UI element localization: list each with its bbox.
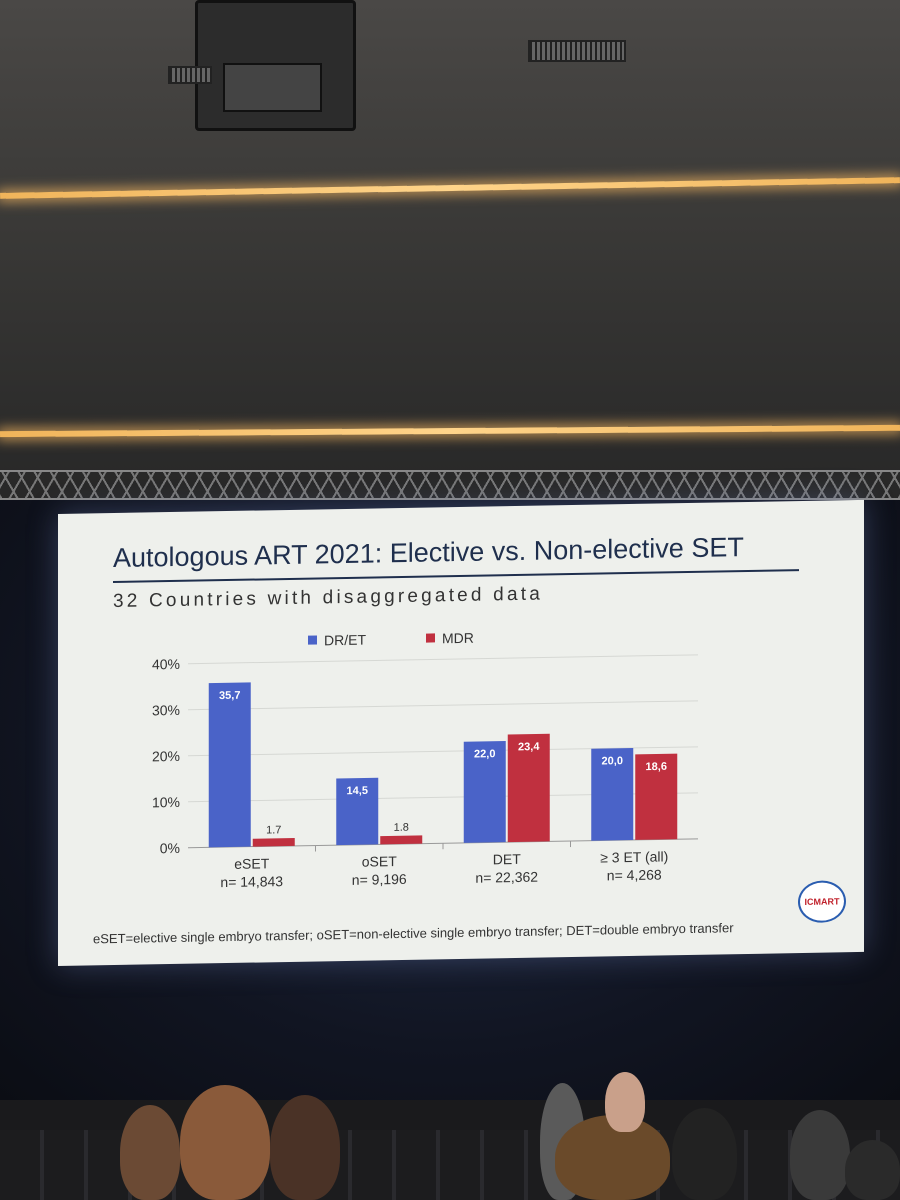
- audience-head: [180, 1085, 270, 1200]
- audience-head: [120, 1105, 180, 1200]
- data-label: 14,5: [347, 785, 368, 797]
- gridline: [188, 700, 698, 711]
- data-label: 20,0: [602, 755, 623, 767]
- y-tick-label: 10%: [152, 794, 180, 810]
- legend-swatch: [426, 633, 435, 643]
- x-category-label: eSET: [234, 855, 269, 872]
- x-category-label: DET: [493, 851, 521, 867]
- projected-slide: Autologous ART 2021: Elective vs. Non-el…: [58, 499, 864, 966]
- x-category-n-label: n= 4,268: [607, 866, 662, 883]
- bar-dret: [208, 682, 251, 848]
- legend-label: MDR: [442, 630, 474, 647]
- ceiling-vent: [528, 40, 626, 62]
- data-label: 18,6: [646, 761, 667, 773]
- legend-swatch: [308, 635, 317, 645]
- x-category-label: ≥ 3 ET (all): [600, 848, 668, 865]
- bar-mdr: [252, 838, 295, 847]
- x-category-n-label: n= 14,843: [220, 873, 283, 890]
- bar-dret: [463, 740, 506, 843]
- y-tick-label: 30%: [152, 702, 180, 718]
- ceiling: [0, 0, 900, 520]
- x-category-n-label: n= 22,362: [475, 869, 538, 886]
- legend-label: DR/ET: [324, 632, 366, 649]
- bar-mdr: [635, 753, 678, 840]
- y-tick-label: 0%: [160, 840, 180, 856]
- data-label: 23,4: [518, 741, 540, 753]
- x-category-n-label: n= 9,196: [352, 871, 407, 888]
- audience-head: [672, 1108, 737, 1200]
- bar-dret: [336, 777, 379, 846]
- ceiling-vent: [168, 66, 212, 84]
- bar-mdr: [380, 835, 423, 845]
- y-tick-label: 40%: [152, 656, 180, 672]
- data-label: 1.7: [266, 824, 281, 836]
- bar-dret: [591, 747, 634, 841]
- lighting-truss: [0, 470, 900, 500]
- audience-head: [605, 1072, 645, 1132]
- audience-head: [790, 1110, 850, 1200]
- data-label: 1.8: [394, 822, 409, 834]
- data-label: 22,0: [474, 748, 495, 760]
- bar-mdr: [507, 733, 550, 843]
- y-tick-label: 20%: [152, 748, 180, 764]
- data-label: 35,7: [219, 690, 240, 702]
- gridline: [188, 654, 698, 665]
- ceiling-projector: [195, 0, 356, 131]
- x-category-label: oSET: [362, 853, 397, 870]
- logo-text: ICMART: [804, 896, 840, 907]
- audience-head: [270, 1095, 340, 1200]
- audience-head: [845, 1140, 900, 1200]
